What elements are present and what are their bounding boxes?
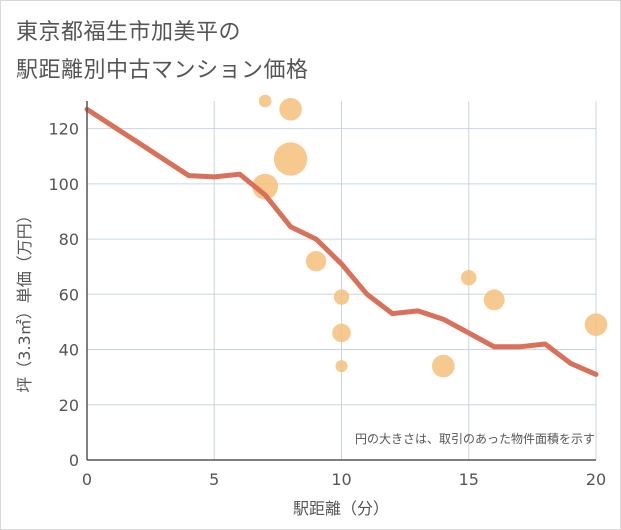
- bubble-point: [258, 94, 272, 108]
- chart-title-line1: 東京都福生市加美平の: [16, 20, 242, 45]
- bubble-point: [461, 270, 477, 286]
- bubble-point: [584, 313, 608, 336]
- bubble-layer: [252, 94, 608, 378]
- y-tick-label: 100: [48, 175, 79, 194]
- x-axis-label: 駅距離（分）: [293, 499, 389, 518]
- bubble-point: [335, 360, 348, 373]
- x-tick-label: 20: [586, 470, 606, 489]
- bubble-point: [273, 142, 308, 176]
- y-tick-label: 0: [69, 451, 79, 470]
- y-tick-label: 40: [59, 341, 79, 360]
- y-tick-label: 60: [59, 285, 79, 304]
- x-tick-label: 5: [209, 470, 219, 489]
- x-tick-label: 0: [82, 470, 92, 489]
- bubble-point: [483, 289, 505, 311]
- y-axis-label: 坪（3.3㎡）単価（万円）: [15, 207, 34, 392]
- bubble-point: [333, 289, 350, 305]
- bubble-point: [252, 173, 279, 200]
- chart-note: 円の大きさは、取引のあった物件面積を示す: [355, 431, 595, 446]
- axis-layer: 0 5 10 15 20 0 20 40 60 80 100 120: [48, 101, 606, 489]
- grid-layer: [87, 101, 597, 460]
- bubble-point: [279, 97, 302, 121]
- y-tick-label: 80: [59, 230, 79, 249]
- trend-line-layer: [84, 106, 599, 377]
- y-tick-label: 20: [59, 396, 79, 415]
- trend-line: [84, 106, 599, 377]
- bubble-point: [305, 250, 327, 272]
- bubble-point: [332, 323, 351, 343]
- bubble-point: [432, 354, 455, 378]
- x-tick-label: 15: [459, 470, 479, 489]
- y-tick-label: 120: [48, 120, 79, 139]
- x-tick-label: 10: [331, 470, 351, 489]
- chart-title-line2: 駅距離別中古マンション価格: [16, 58, 309, 83]
